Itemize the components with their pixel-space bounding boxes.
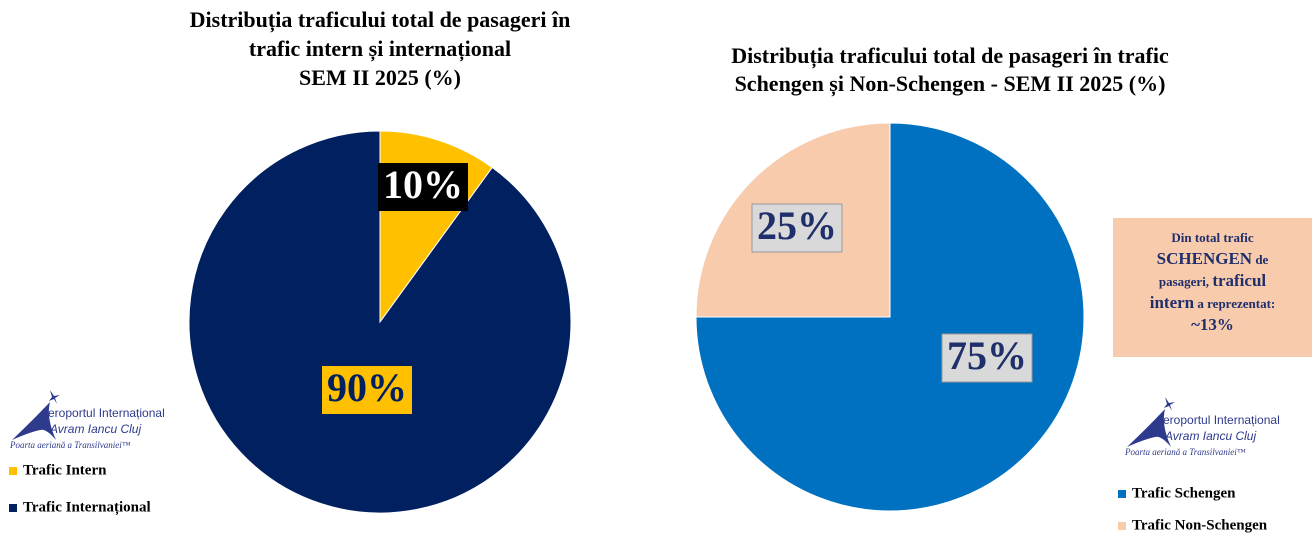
chart-title: Distribuția traficului total de pasageri… [190,7,571,33]
label-box [941,333,1033,383]
logo-swoosh [1127,409,1171,447]
annotation: ~13% [1191,315,1234,334]
chart-title: SEM II 2025 (%) [299,65,461,90]
data-label: 10% [383,162,463,207]
logo-plane [1164,397,1175,411]
chart-title: Distribuția traficului total de pasageri… [731,43,1169,69]
logo: Aeroportul Internațional Avram Iancu Cluj… [9,390,165,450]
legend-swatch [9,504,17,512]
logo: Aeroportul Internațional Avram Iancu Cluj… [1124,397,1280,457]
annotation: SCHENGEN [1156,249,1253,268]
annotation-box: Din total trafic SCHENGEN de pasageri, t… [1113,218,1312,357]
annotation: intern [1149,293,1195,312]
legend-swatch [1118,522,1126,530]
logo-city: Avram Iancu Cluj [1164,429,1256,443]
chart-title: Schengen și Non-Schengen - SEM II 2025 (… [735,71,1166,97]
logo-swoosh [12,402,56,440]
legend-label: Trafic Non-Schengen [1132,517,1268,533]
data-label: 75% [947,333,1027,378]
annotation: a reprezentat: [1197,296,1276,311]
legend-label: Trafic Schengen [1132,485,1236,501]
logo-name: Aeroportul Internațional [1155,413,1280,427]
legend-label: Trafic Internațional [23,499,151,515]
legend-swatch [9,467,17,475]
label-box [378,163,468,211]
data-label: 90% [327,365,407,410]
logo-city: Avram Iancu Cluj [49,422,141,436]
pie-slice [695,122,1085,512]
logo-plane [49,390,60,404]
logo-motto: Poarta aeriană a Transilvaniei™ [1124,447,1246,457]
logo-motto: Poarta aeriană a Transilvaniei™ [9,440,131,450]
label-box [322,366,412,414]
annotation: Din total trafic [1171,230,1254,245]
annotation: de [1255,252,1269,267]
annotation: pasageri, [1158,274,1210,289]
logo-name: Aeroportul Internațional [40,406,165,420]
label-box [751,203,843,253]
chart-title: trafic intern și internațional [249,36,511,62]
data-label: 25% [757,203,837,248]
pie-slice [188,130,572,514]
annotation: traficul [1212,271,1267,290]
legend-swatch [1118,490,1126,498]
legend-label: Trafic Intern [23,462,107,478]
